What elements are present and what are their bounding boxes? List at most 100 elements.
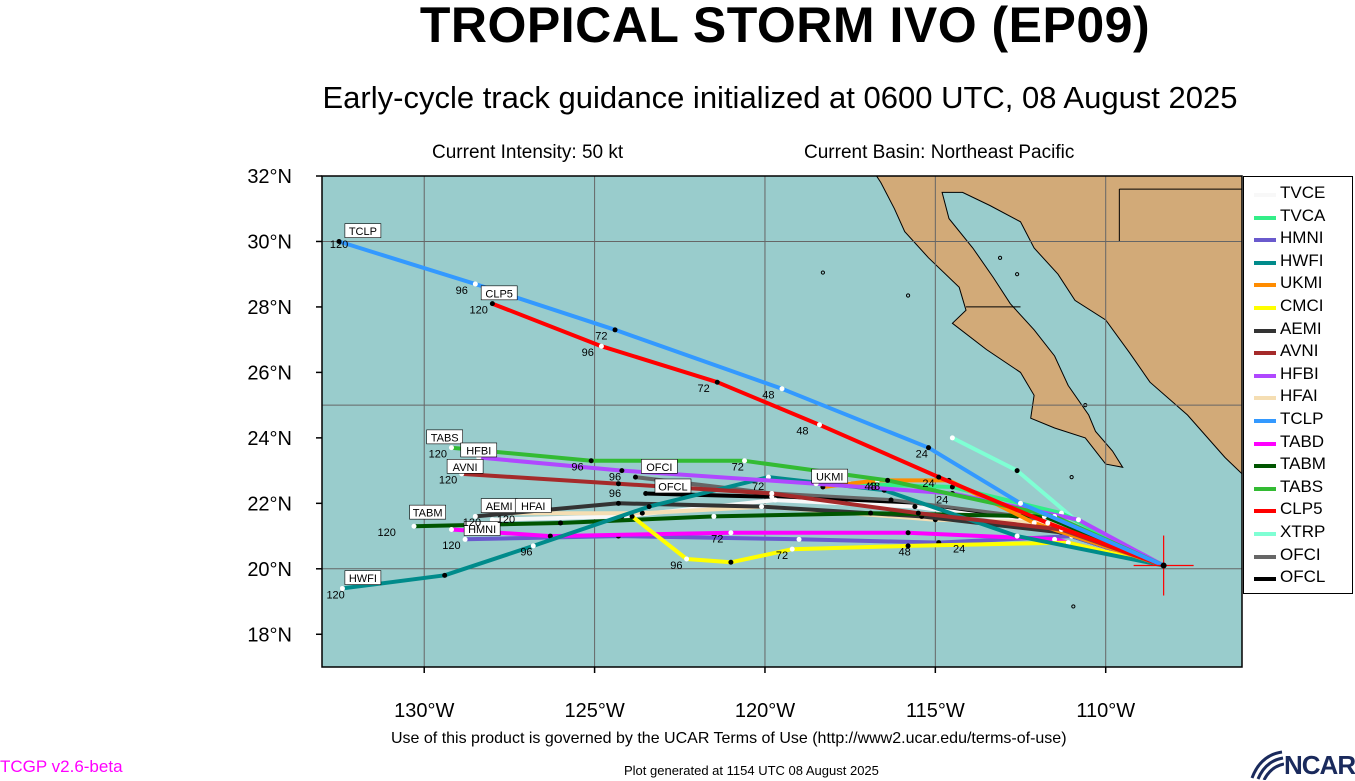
track-point bbox=[615, 500, 621, 506]
legend-swatch bbox=[1254, 396, 1276, 401]
legend-swatch bbox=[1254, 351, 1276, 356]
track-point bbox=[926, 445, 932, 451]
lat-tick-label: 20°N bbox=[247, 559, 292, 581]
track-point bbox=[949, 484, 955, 490]
track-point bbox=[868, 510, 874, 516]
legend-swatch bbox=[1254, 215, 1276, 220]
track-name-box bbox=[480, 285, 518, 301]
legend-label: HMNI bbox=[1280, 228, 1324, 248]
forecast-hour-label: 72 bbox=[752, 481, 764, 493]
track-point bbox=[1065, 540, 1071, 546]
version-label: TCGP v2.6-beta bbox=[0, 757, 123, 776]
legend-swatch bbox=[1254, 328, 1276, 333]
track-name-box bbox=[641, 459, 678, 474]
track-point bbox=[1052, 536, 1058, 542]
forecast-hour-label: 120 bbox=[326, 589, 344, 601]
track-point bbox=[728, 559, 734, 565]
forecast-hour-label: 96 bbox=[520, 547, 532, 559]
track-point bbox=[411, 523, 417, 529]
legend-label: TCLP bbox=[1280, 409, 1324, 428]
forecast-hour-label: 120 bbox=[429, 449, 447, 461]
track-point bbox=[1045, 520, 1051, 526]
forecast-hour-label: 120 bbox=[439, 475, 457, 487]
island-outline bbox=[1015, 272, 1020, 277]
terms-of-use-note: Use of this product is governed by the U… bbox=[391, 730, 1067, 747]
track-point bbox=[339, 585, 345, 591]
track-point bbox=[1014, 468, 1020, 474]
track-point bbox=[442, 572, 448, 578]
forecast-hour-label: 24 bbox=[922, 478, 934, 490]
track-name-box bbox=[426, 429, 463, 445]
legend-swatch bbox=[1254, 554, 1276, 559]
track-point bbox=[639, 510, 645, 516]
legend-label: AVNI bbox=[1280, 341, 1319, 361]
lat-tick-label: 18°N bbox=[247, 624, 292, 646]
forecast-hour-label: 24 bbox=[953, 543, 965, 555]
legend-label: OFCL bbox=[1280, 567, 1326, 587]
ncar-logo-text: NCAR bbox=[1284, 750, 1355, 780]
track-name-label: TCLP bbox=[349, 226, 377, 238]
legend-label: OFCI bbox=[1280, 544, 1321, 564]
legend-label: UKMI bbox=[1280, 273, 1323, 293]
forecast-hour-label: 120 bbox=[463, 517, 481, 529]
track-point bbox=[905, 543, 911, 549]
track-point bbox=[1075, 517, 1081, 523]
forecast-hour-label: 24 bbox=[916, 449, 928, 461]
track-point bbox=[1014, 533, 1020, 539]
lon-tick-label: 110°W bbox=[1076, 700, 1135, 722]
track-point bbox=[489, 517, 495, 523]
legend-label: CMCI bbox=[1280, 296, 1324, 315]
legend-item-ukmi: UKMI bbox=[1244, 272, 1354, 294]
lon-tick-label: 115°W bbox=[906, 700, 965, 722]
lat-tick-label: 32°N bbox=[247, 166, 292, 188]
legend-swatch bbox=[1254, 193, 1276, 197]
track-name-box bbox=[654, 478, 692, 494]
forecast-hour-label: 72 bbox=[698, 383, 710, 395]
legend-swatch bbox=[1254, 260, 1276, 265]
legend-swatch bbox=[1254, 373, 1276, 378]
track-name-box bbox=[463, 521, 501, 536]
legend-item-tabm: TABM bbox=[1244, 453, 1354, 475]
storm-center bbox=[1160, 562, 1167, 569]
track-point bbox=[619, 468, 625, 474]
track-point bbox=[472, 281, 478, 287]
forecast-hour-label: 96 bbox=[582, 347, 594, 359]
map-title: TROPICAL STORM IVO (EP09) bbox=[419, 0, 1151, 53]
track-name-box bbox=[446, 459, 484, 474]
track-point bbox=[612, 327, 618, 333]
forecast-hour-label: 24 bbox=[936, 494, 948, 506]
forecast-hour-label: 120 bbox=[442, 540, 460, 552]
track-name-box bbox=[514, 498, 552, 513]
track-hfbi bbox=[478, 455, 1165, 568]
legend-item-cmci: CMCI bbox=[1244, 295, 1354, 317]
track-point bbox=[489, 301, 495, 307]
current-basin: Current Basin: Northeast Pacific bbox=[804, 142, 1075, 163]
legend-swatch bbox=[1254, 283, 1276, 288]
legend-item-hwfi: HWFI bbox=[1244, 250, 1354, 272]
legend-label: HFBI bbox=[1280, 363, 1319, 383]
map-subtitle: Early-cycle track guidance initialized a… bbox=[322, 80, 1238, 115]
ncar-logo: NCAR bbox=[1250, 748, 1355, 780]
legend-item-ofci: OFCI bbox=[1244, 544, 1354, 566]
lon-tick-label: 120°W bbox=[735, 700, 795, 722]
forecast-hour-label: 48 bbox=[796, 426, 808, 438]
track-point bbox=[629, 513, 635, 519]
track-point bbox=[714, 379, 720, 385]
track-point bbox=[646, 504, 652, 510]
track-name-label: AEMI bbox=[486, 501, 513, 513]
track-name-label: HFBI bbox=[466, 445, 491, 457]
track-name-label: CLP5 bbox=[485, 288, 513, 300]
lat-tick-label: 24°N bbox=[247, 428, 292, 450]
track-point bbox=[728, 530, 734, 536]
legend-item-tclp: TCLP bbox=[1244, 408, 1354, 430]
track-name-box bbox=[344, 223, 382, 238]
island-outline bbox=[820, 270, 825, 275]
track-name-label: OFCI bbox=[646, 462, 672, 474]
legend-label: TABM bbox=[1280, 454, 1326, 474]
lat-tick-label: 22°N bbox=[247, 493, 292, 515]
track-point bbox=[915, 510, 921, 516]
track-point bbox=[789, 546, 795, 552]
track-name-label: OFCL bbox=[658, 481, 687, 493]
legend-item-hmni: HMNI bbox=[1244, 227, 1354, 249]
forecast-hour-label: 96 bbox=[609, 488, 621, 500]
